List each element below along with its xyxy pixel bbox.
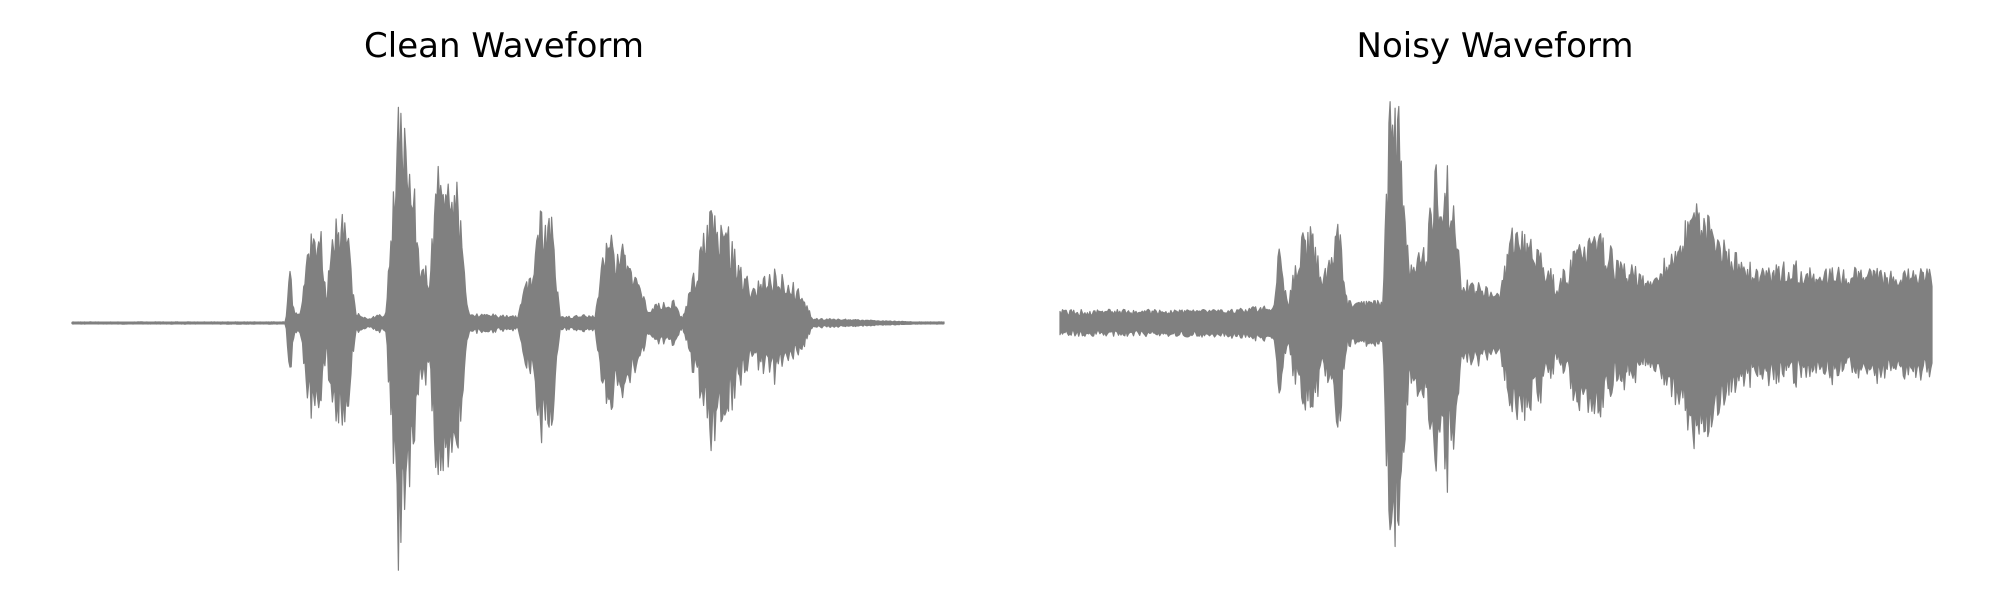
noisy-waveform-plot (1059, 101, 1933, 548)
noisy-waveform-panel: Noisy Waveform (1000, 0, 2000, 600)
clean-waveform-series (71, 106, 945, 571)
clean-waveform-panel: Clean Waveform (71, 26, 945, 571)
clean-waveform-plot (71, 106, 945, 571)
noisy-waveform-title: Noisy Waveform (1356, 26, 1634, 66)
clean-waveform-title: Clean Waveform (364, 26, 644, 66)
